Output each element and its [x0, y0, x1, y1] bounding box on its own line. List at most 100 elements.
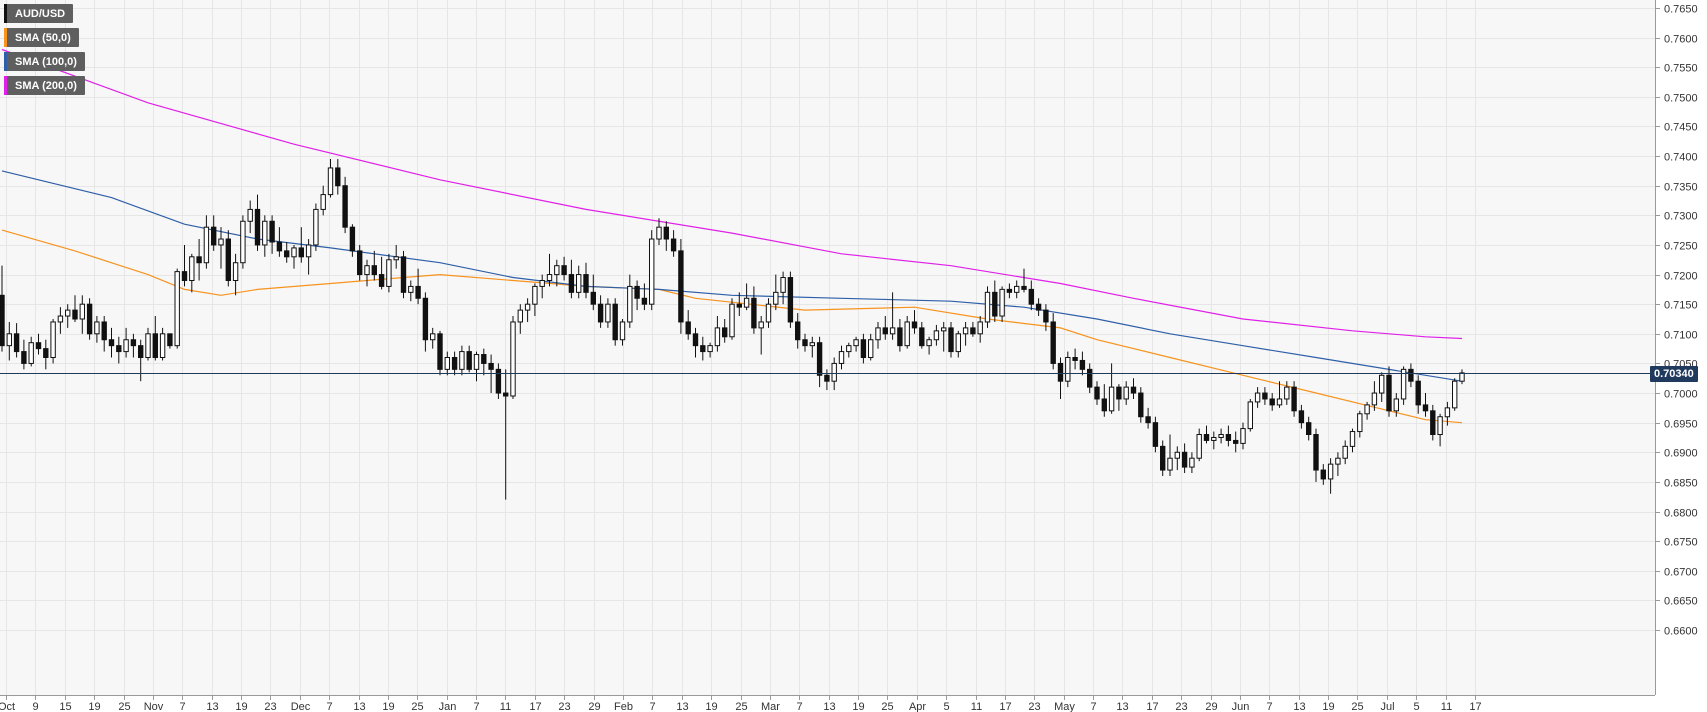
candle	[1247, 398, 1253, 432]
candle	[254, 194, 261, 251]
candle	[357, 244, 363, 281]
candle-body	[612, 303, 618, 341]
candle-body	[378, 274, 385, 287]
x-tick-label: 29	[588, 701, 600, 712]
candle-body	[1269, 398, 1275, 406]
candle	[1014, 280, 1020, 299]
x-tick-label: 19	[88, 701, 100, 712]
candle	[400, 250, 407, 299]
candle	[941, 321, 947, 352]
candle-body	[1247, 401, 1253, 430]
candle-body	[860, 339, 867, 359]
candle-body	[116, 345, 122, 353]
x-tick-label: 25	[411, 701, 423, 712]
candle-body	[232, 262, 239, 281]
candle-body	[473, 354, 480, 370]
candle	[320, 185, 326, 216]
candle-body	[247, 208, 253, 222]
x-tick-label: 13	[823, 701, 835, 712]
candle-body	[437, 333, 443, 370]
candle	[72, 295, 78, 322]
x-tick-label: 13	[206, 701, 218, 712]
x-tick-label: Mar	[761, 701, 780, 712]
candle	[554, 259, 560, 287]
candle	[875, 321, 881, 349]
x-tick-label: Nov	[144, 701, 164, 712]
candle-body	[254, 208, 261, 246]
legend-item-sma-50[interactable]: SMA (50,0)	[4, 28, 79, 47]
candle	[1123, 381, 1129, 405]
candle-body	[802, 339, 808, 347]
candle	[707, 342, 713, 358]
candle	[670, 230, 677, 257]
candle-body	[196, 256, 202, 264]
candle	[437, 330, 443, 376]
y-tick-label: 0.6650	[1664, 596, 1698, 608]
candle	[138, 339, 144, 382]
candle-body	[1065, 357, 1071, 382]
candle	[1211, 431, 1217, 450]
candle-body	[590, 291, 596, 305]
legend-item-sma-100[interactable]: SMA (100,0)	[4, 52, 85, 71]
candle-body	[1408, 368, 1414, 382]
candle-body	[1167, 457, 1173, 471]
candle-body	[225, 238, 231, 281]
candle	[181, 244, 188, 287]
candle-body	[1014, 285, 1020, 293]
candle	[269, 215, 275, 254]
y-tick-label: 0.7300	[1664, 211, 1698, 223]
candle	[342, 176, 348, 234]
x-tick-label: 9	[32, 701, 38, 712]
candle-body	[554, 265, 560, 276]
candle-body	[1079, 359, 1086, 370]
candle	[824, 369, 830, 391]
candle	[1240, 422, 1246, 450]
candle	[1094, 381, 1100, 405]
candle-body	[123, 339, 129, 353]
candle	[240, 215, 246, 269]
candle-body	[1196, 434, 1202, 459]
candle	[1196, 428, 1202, 462]
candle-body	[605, 303, 611, 323]
candle-body	[561, 265, 567, 276]
legend-item-sma-200[interactable]: SMA (200,0)	[4, 76, 85, 95]
candle-body	[1006, 288, 1013, 293]
x-tick-label: 15	[59, 701, 71, 712]
x-tick-label: 25	[118, 701, 130, 712]
y-tick-label: 0.6950	[1664, 419, 1698, 431]
candle-body	[1306, 422, 1312, 436]
candle	[605, 298, 611, 328]
legend-item-symbol[interactable]: AUD/USD	[4, 4, 74, 23]
candle	[656, 218, 662, 245]
candle-body	[262, 220, 268, 246]
x-axis: Oct 9 15 19 25 Nov 7 13 19 23 Dec 7 13 19 25 Jan 7 11 17 23…	[0, 695, 1482, 712]
candle-body	[43, 348, 49, 359]
candle-body	[108, 339, 115, 347]
candle	[1108, 363, 1115, 414]
candle	[714, 316, 721, 352]
candle	[1342, 440, 1348, 465]
candle	[1298, 404, 1305, 429]
candle	[897, 319, 903, 352]
candle	[1408, 363, 1414, 388]
candle	[948, 321, 954, 358]
candle-body	[167, 333, 173, 347]
candle	[992, 280, 998, 322]
x-tick-label: 25	[1351, 701, 1363, 712]
candle-body	[1225, 434, 1232, 441]
candle	[79, 295, 85, 334]
candle-body	[926, 339, 932, 347]
y-tick-label: 0.7200	[1664, 271, 1698, 283]
x-tick-label: 19	[235, 701, 247, 712]
x-tick-label: Jul	[1380, 701, 1394, 712]
candle	[503, 369, 509, 500]
x-tick-label: 7	[796, 701, 802, 712]
candle-body	[1130, 386, 1137, 394]
candle	[1028, 280, 1034, 311]
candle-body	[203, 226, 210, 264]
legend-swatch	[4, 52, 7, 71]
candle-body	[335, 167, 341, 187]
candle	[364, 259, 370, 287]
candle-body	[174, 271, 180, 347]
